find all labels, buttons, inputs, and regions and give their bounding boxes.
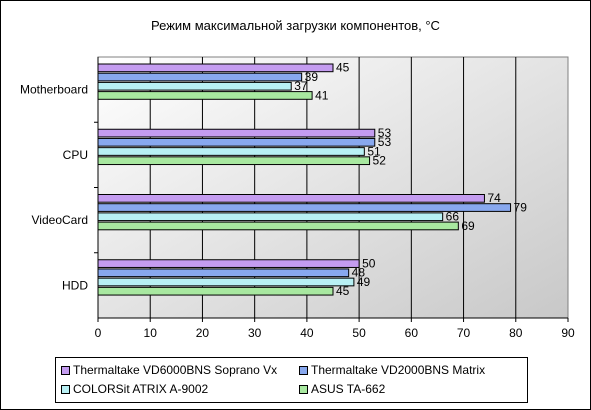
legend-swatch xyxy=(61,365,70,375)
x-axis: 0 10 20 30 40 50 60 70 80 90 xyxy=(94,57,575,340)
bar-value-label: 48 xyxy=(352,266,366,280)
legend-item: Thermaltake VD6000BNS Soprano Vx xyxy=(61,363,277,377)
bar xyxy=(97,221,459,231)
bar xyxy=(97,128,376,138)
category-label: VideoCard xyxy=(32,213,88,227)
bar-value-label: 52 xyxy=(373,154,387,168)
bar-value-label: 45 xyxy=(336,284,350,298)
category-label: Motherboard xyxy=(20,83,88,97)
legend-swatch xyxy=(61,384,70,394)
x-tick-label: 60 xyxy=(405,326,419,340)
x-tick-label: 30 xyxy=(248,326,262,340)
x-tick-label: 70 xyxy=(457,326,471,340)
bar-value-label: 50 xyxy=(362,256,376,270)
legend-label: ASUS TA-662 xyxy=(311,382,386,396)
legend: Thermaltake VD6000BNS Soprano Vx Thermalt… xyxy=(55,357,528,403)
bar xyxy=(97,277,355,287)
bar xyxy=(97,194,485,203)
legend-swatch xyxy=(299,384,308,394)
legend-item: Thermaltake VD2000BNS Matrix xyxy=(299,363,485,377)
x-tick-label: 0 xyxy=(95,326,102,340)
bar-value-label: 51 xyxy=(367,144,381,158)
bar xyxy=(97,137,376,147)
legend-label: Thermaltake VD2000BNS Matrix xyxy=(311,363,486,377)
category-label: CPU xyxy=(63,148,88,162)
bar xyxy=(97,212,444,222)
bar xyxy=(97,286,334,296)
bar-value-label: 53 xyxy=(378,135,392,149)
bar-value-label: 41 xyxy=(315,88,329,102)
bar xyxy=(97,259,360,268)
bar-value-label: 45 xyxy=(336,61,350,75)
legend-item: COLORSit ATRIX A-9002 xyxy=(61,382,208,396)
bar xyxy=(97,268,350,278)
legend-label: COLORSit ATRIX A-9002 xyxy=(73,382,209,396)
x-tick-label: 40 xyxy=(300,326,314,340)
legend-label: Thermaltake VD6000BNS Soprano Vx xyxy=(73,363,278,377)
legend-swatch xyxy=(299,365,308,375)
bar xyxy=(97,156,371,166)
bar-value-label: 66 xyxy=(446,210,460,224)
bar-value-label: 37 xyxy=(294,79,308,93)
bar xyxy=(97,63,334,73)
legend-item: ASUS TA-662 xyxy=(299,382,385,396)
category-label: HDD xyxy=(62,278,88,292)
x-tick-label: 20 xyxy=(196,326,210,340)
bar xyxy=(97,91,313,100)
bar-value-label: 69 xyxy=(461,219,475,233)
bar-value-label: 53 xyxy=(378,126,392,140)
x-tick-label: 90 xyxy=(561,326,575,340)
bar-value-label: 79 xyxy=(514,200,528,214)
bar-value-label: 39 xyxy=(305,70,319,84)
chart-title: Режим максимальной загрузки компонентов,… xyxy=(151,18,440,33)
x-tick-label: 80 xyxy=(509,326,523,340)
bar xyxy=(97,81,292,91)
bar-value-label: 49 xyxy=(357,275,371,289)
bar-value-label: 74 xyxy=(487,191,501,205)
category-labels: Motherboard CPU VideoCard HDD xyxy=(20,83,88,293)
x-tick-label: 10 xyxy=(144,326,158,340)
bar xyxy=(97,147,365,156)
bar xyxy=(97,72,303,82)
x-tick-label: 50 xyxy=(352,326,366,340)
